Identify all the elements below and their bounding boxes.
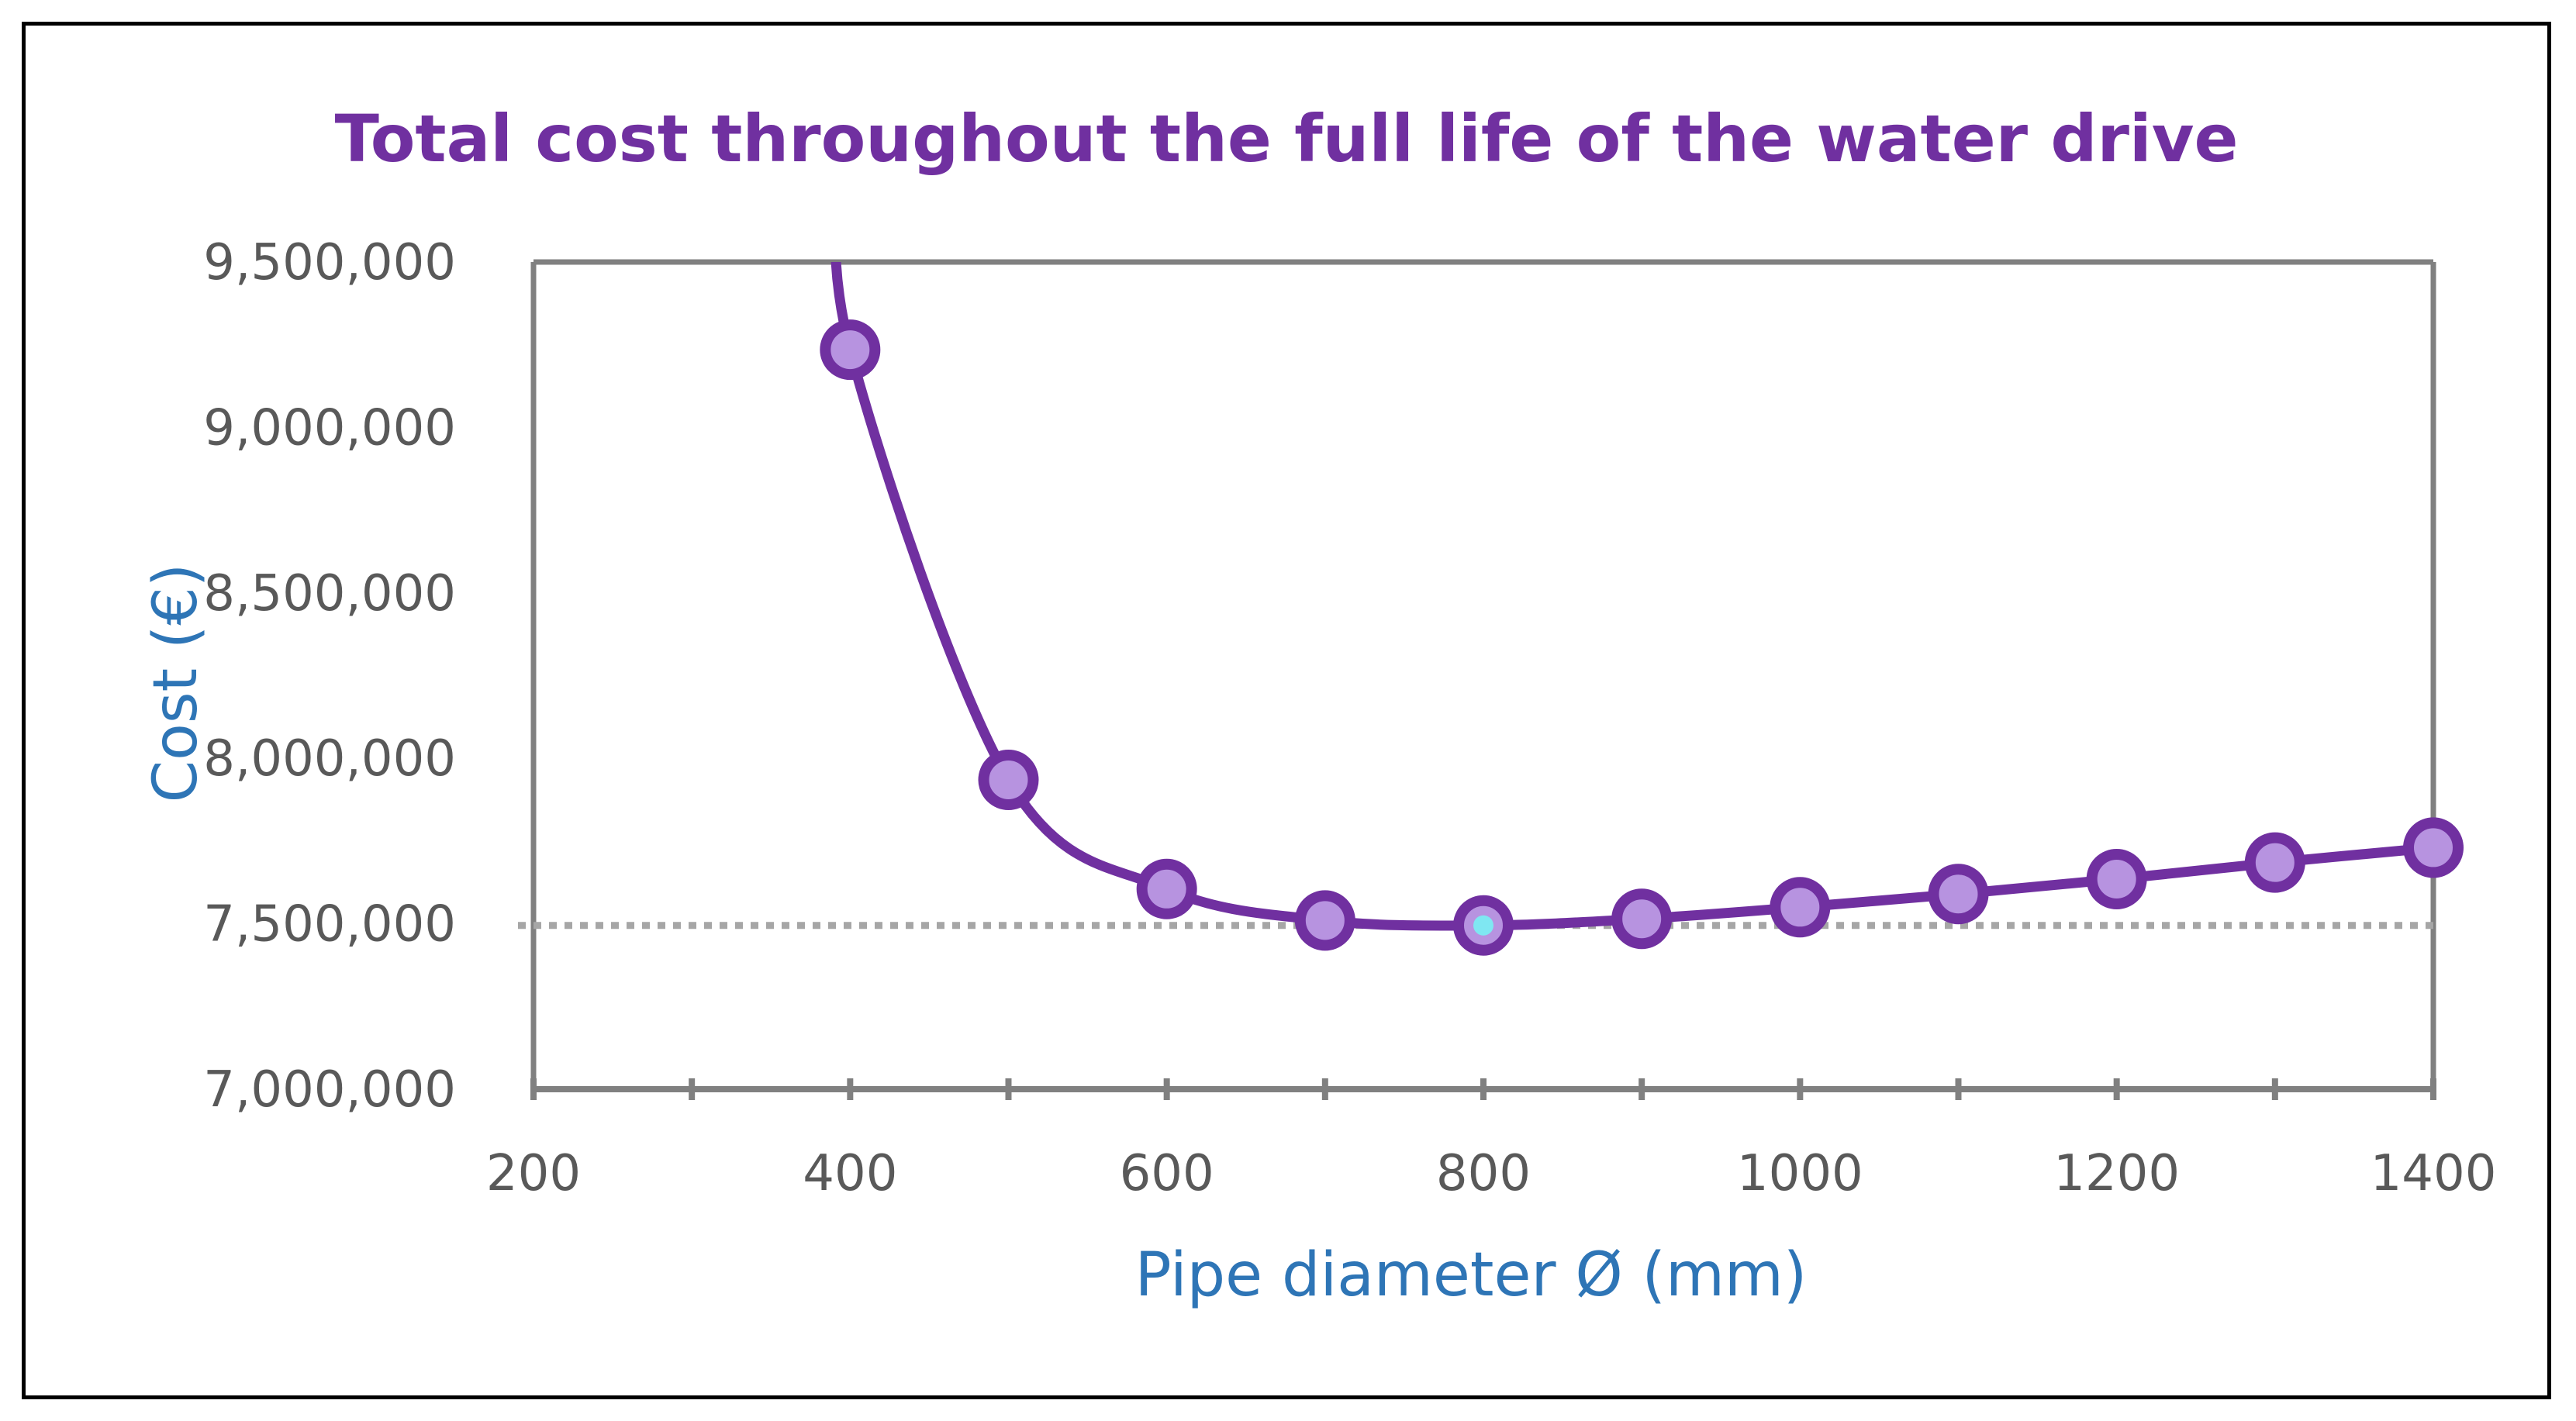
- data-point: [1136, 858, 1197, 919]
- y-tick-label: 9,000,000: [203, 399, 456, 457]
- x-tick-label: 400: [803, 1145, 897, 1202]
- y-tick-label: 9,500,000: [203, 234, 456, 291]
- y-tick-label: 7,000,000: [203, 1061, 456, 1119]
- x-axis-title: Pipe diameter Ø (mm): [1135, 1240, 1808, 1310]
- data-point: [1294, 890, 1355, 951]
- y-axis-title: Cost (€): [141, 564, 211, 803]
- data-point: [2086, 848, 2147, 909]
- y-tick-label: 8,500,000: [203, 565, 456, 623]
- y-tick-label: 7,500,000: [203, 896, 456, 954]
- x-tick-label: 600: [1120, 1145, 1214, 1202]
- plot-area: [518, 259, 2464, 1100]
- data-point: [1770, 877, 1831, 938]
- data-point: [2403, 817, 2464, 878]
- series-line: [830, 262, 2439, 931]
- data-point: [820, 319, 881, 381]
- x-tick-label: 1400: [2371, 1145, 2497, 1202]
- x-tick-label: 800: [1436, 1145, 1531, 1202]
- data-point: [2244, 832, 2305, 893]
- x-tick-label: 200: [486, 1145, 581, 1202]
- data-point: [1928, 864, 1989, 925]
- data-point: [1611, 888, 1673, 950]
- x-tick-label: 1200: [2053, 1145, 2180, 1202]
- chart-frame: Total cost throughout the full life of t…: [22, 22, 2551, 1399]
- y-tick-label: 8,000,000: [203, 730, 456, 788]
- highlight-point-marker: [1473, 915, 1493, 936]
- x-tick-label: 1000: [1737, 1145, 1863, 1202]
- data-point: [978, 749, 1039, 810]
- chart-title: Total cost throughout the full life of t…: [335, 101, 2239, 177]
- chart: Total cost throughout the full life of t…: [141, 101, 2497, 1310]
